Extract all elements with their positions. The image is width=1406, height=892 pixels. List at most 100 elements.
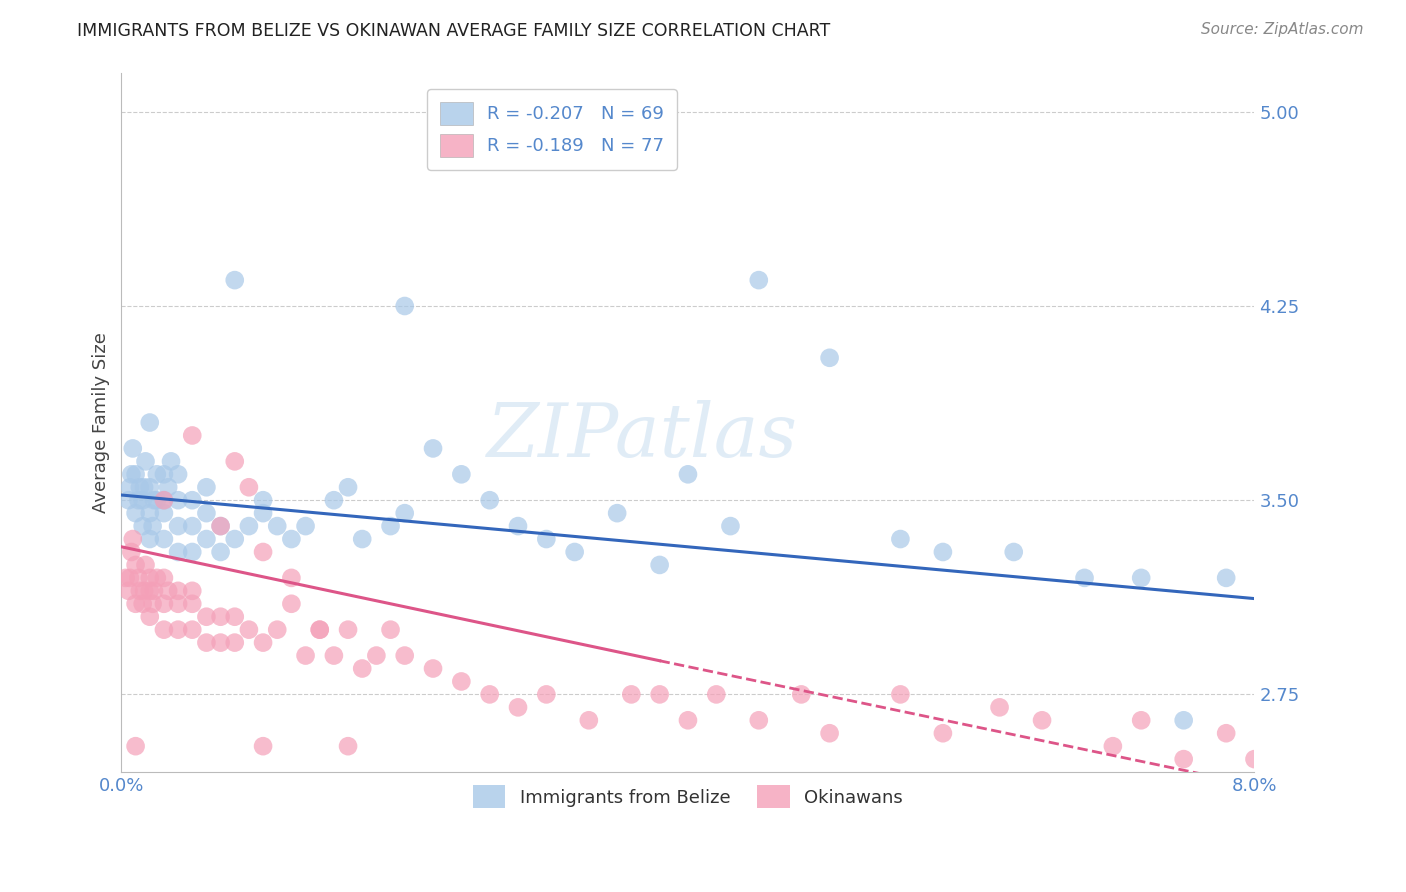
Point [146,571,169,585]
Point [818,726,841,740]
Point [536,687,558,701]
Point [121,532,143,546]
Point [648,558,671,572]
Point [153,467,176,482]
Point [280,571,302,585]
Point [238,519,260,533]
Point [352,661,374,675]
Point [620,687,643,701]
Point [117,493,139,508]
Text: ZIPatlas: ZIPatlas [486,401,799,473]
Point [322,648,344,663]
Point [118,480,141,494]
Point [167,519,190,533]
Point [131,519,153,533]
Point [131,597,153,611]
Point [238,480,260,494]
Point [134,454,156,468]
Point [167,583,190,598]
Point [1173,713,1195,727]
Point [224,609,246,624]
Point [564,545,586,559]
Point [252,506,274,520]
Point [127,571,149,585]
Point [932,545,955,559]
Y-axis label: Average Family Size: Average Family Size [93,332,110,513]
Point [167,623,190,637]
Point [157,583,180,598]
Point [181,583,204,598]
Point [124,597,146,611]
Point [1031,713,1053,727]
Point [195,635,218,649]
Point [1173,752,1195,766]
Point [337,480,360,494]
Point [394,648,416,663]
Point [127,493,149,508]
Point [209,635,232,649]
Point [252,493,274,508]
Point [124,467,146,482]
Point [139,609,162,624]
Point [167,493,190,508]
Text: Source: ZipAtlas.com: Source: ZipAtlas.com [1201,22,1364,37]
Point [181,597,204,611]
Point [889,532,911,546]
Point [209,609,232,624]
Point [224,532,246,546]
Point [294,648,316,663]
Point [606,506,628,520]
Point [280,597,302,611]
Point [1243,752,1265,766]
Point [720,519,742,533]
Point [139,571,162,585]
Point [209,519,232,533]
Point [195,609,218,624]
Point [932,726,955,740]
Point [139,506,162,520]
Point [153,597,176,611]
Point [988,700,1011,714]
Point [252,635,274,649]
Point [578,713,600,727]
Point [132,583,155,598]
Point [394,299,416,313]
Point [139,480,162,494]
Point [704,687,727,701]
Point [536,532,558,546]
Point [128,480,150,494]
Point [506,519,529,533]
Point [380,623,402,637]
Point [648,687,671,701]
Point [124,558,146,572]
Point [1102,739,1125,754]
Point [124,506,146,520]
Point [124,739,146,754]
Point [167,467,190,482]
Point [121,442,143,456]
Point [143,583,166,598]
Point [146,467,169,482]
Point [1130,713,1153,727]
Point [153,506,176,520]
Point [1215,571,1237,585]
Point [209,545,232,559]
Point [128,583,150,598]
Point [139,416,162,430]
Point [153,493,176,508]
Point [117,583,139,598]
Point [889,687,911,701]
Point [238,623,260,637]
Point [146,493,169,508]
Point [209,519,232,533]
Point [308,623,330,637]
Point [134,558,156,572]
Point [676,713,699,727]
Point [818,351,841,365]
Point [252,739,274,754]
Point [422,442,444,456]
Point [1073,571,1095,585]
Point [120,545,142,559]
Point [1215,726,1237,740]
Text: IMMIGRANTS FROM BELIZE VS OKINAWAN AVERAGE FAMILY SIZE CORRELATION CHART: IMMIGRANTS FROM BELIZE VS OKINAWAN AVERA… [77,22,831,40]
